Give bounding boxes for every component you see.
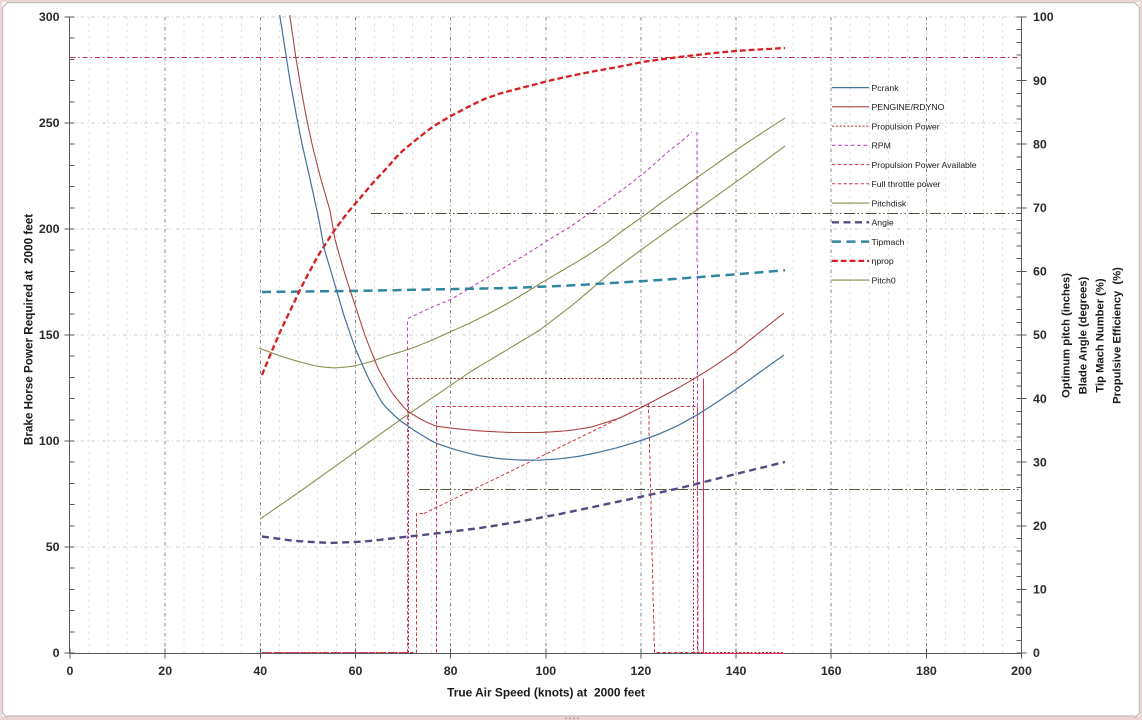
svg-text:40: 40 [253,664,267,678]
svg-text:Optimum pitch (inches): Optimum pitch (inches) [1061,273,1073,398]
svg-text:80: 80 [1033,137,1047,151]
svg-text:True Air Speed (knots) at 200: True Air Speed (knots) at 2000 feet [447,686,645,700]
svg-text:300: 300 [39,10,60,24]
svg-text:200: 200 [39,222,60,236]
svg-text:90: 90 [1033,74,1047,88]
svg-text:ηprop: ηprop [872,256,894,266]
svg-text:Propulsive Efficiency (%): Propulsive Efficiency (%) [1112,267,1124,404]
svg-text:Pcrank: Pcrank [872,83,900,93]
svg-text:180: 180 [916,664,937,678]
svg-text:40: 40 [1033,392,1047,406]
svg-text:70: 70 [1033,201,1047,215]
svg-text:Tipmach: Tipmach [872,237,905,247]
svg-text:50: 50 [46,540,60,554]
svg-text:Full throttle power: Full throttle power [872,179,941,189]
svg-text:140: 140 [726,664,747,678]
svg-text:80: 80 [444,664,458,678]
svg-text:Tip Mach Number (%): Tip Mach Number (%) [1095,278,1107,392]
svg-text:Propulsion Power Available: Propulsion Power Available [872,160,977,170]
svg-text:120: 120 [631,664,652,678]
svg-text:150: 150 [39,328,60,342]
svg-text:100: 100 [535,664,556,678]
svg-text:20: 20 [158,664,172,678]
svg-text:250: 250 [39,116,60,130]
svg-text:Brake Horse Power Required at: Brake Horse Power Required at 2000 feet [23,214,36,445]
svg-text:100: 100 [39,434,60,448]
svg-text:Pitchdisk: Pitchdisk [872,198,907,208]
svg-text:10: 10 [1033,583,1047,597]
svg-text:0: 0 [53,646,60,660]
svg-text:200: 200 [1011,664,1032,678]
svg-text:160: 160 [821,664,842,678]
svg-text:30: 30 [1033,455,1047,469]
svg-text:50: 50 [1033,328,1047,342]
svg-text:60: 60 [349,664,363,678]
svg-text:Propulsion Power: Propulsion Power [872,121,940,131]
svg-text:0: 0 [67,664,74,678]
svg-text:RPM: RPM [872,141,891,151]
svg-text:Angle: Angle [872,218,894,228]
svg-text:20: 20 [1033,519,1047,533]
svg-text:100: 100 [1033,10,1054,24]
svg-text:PENGINE/RDYNO: PENGINE/RDYNO [872,102,945,112]
svg-text:60: 60 [1033,265,1047,279]
svg-text:Blade Angle (degrees): Blade Angle (degrees) [1078,276,1090,394]
svg-text:0: 0 [1033,646,1040,660]
svg-text:Pitch0: Pitch0 [872,275,896,285]
